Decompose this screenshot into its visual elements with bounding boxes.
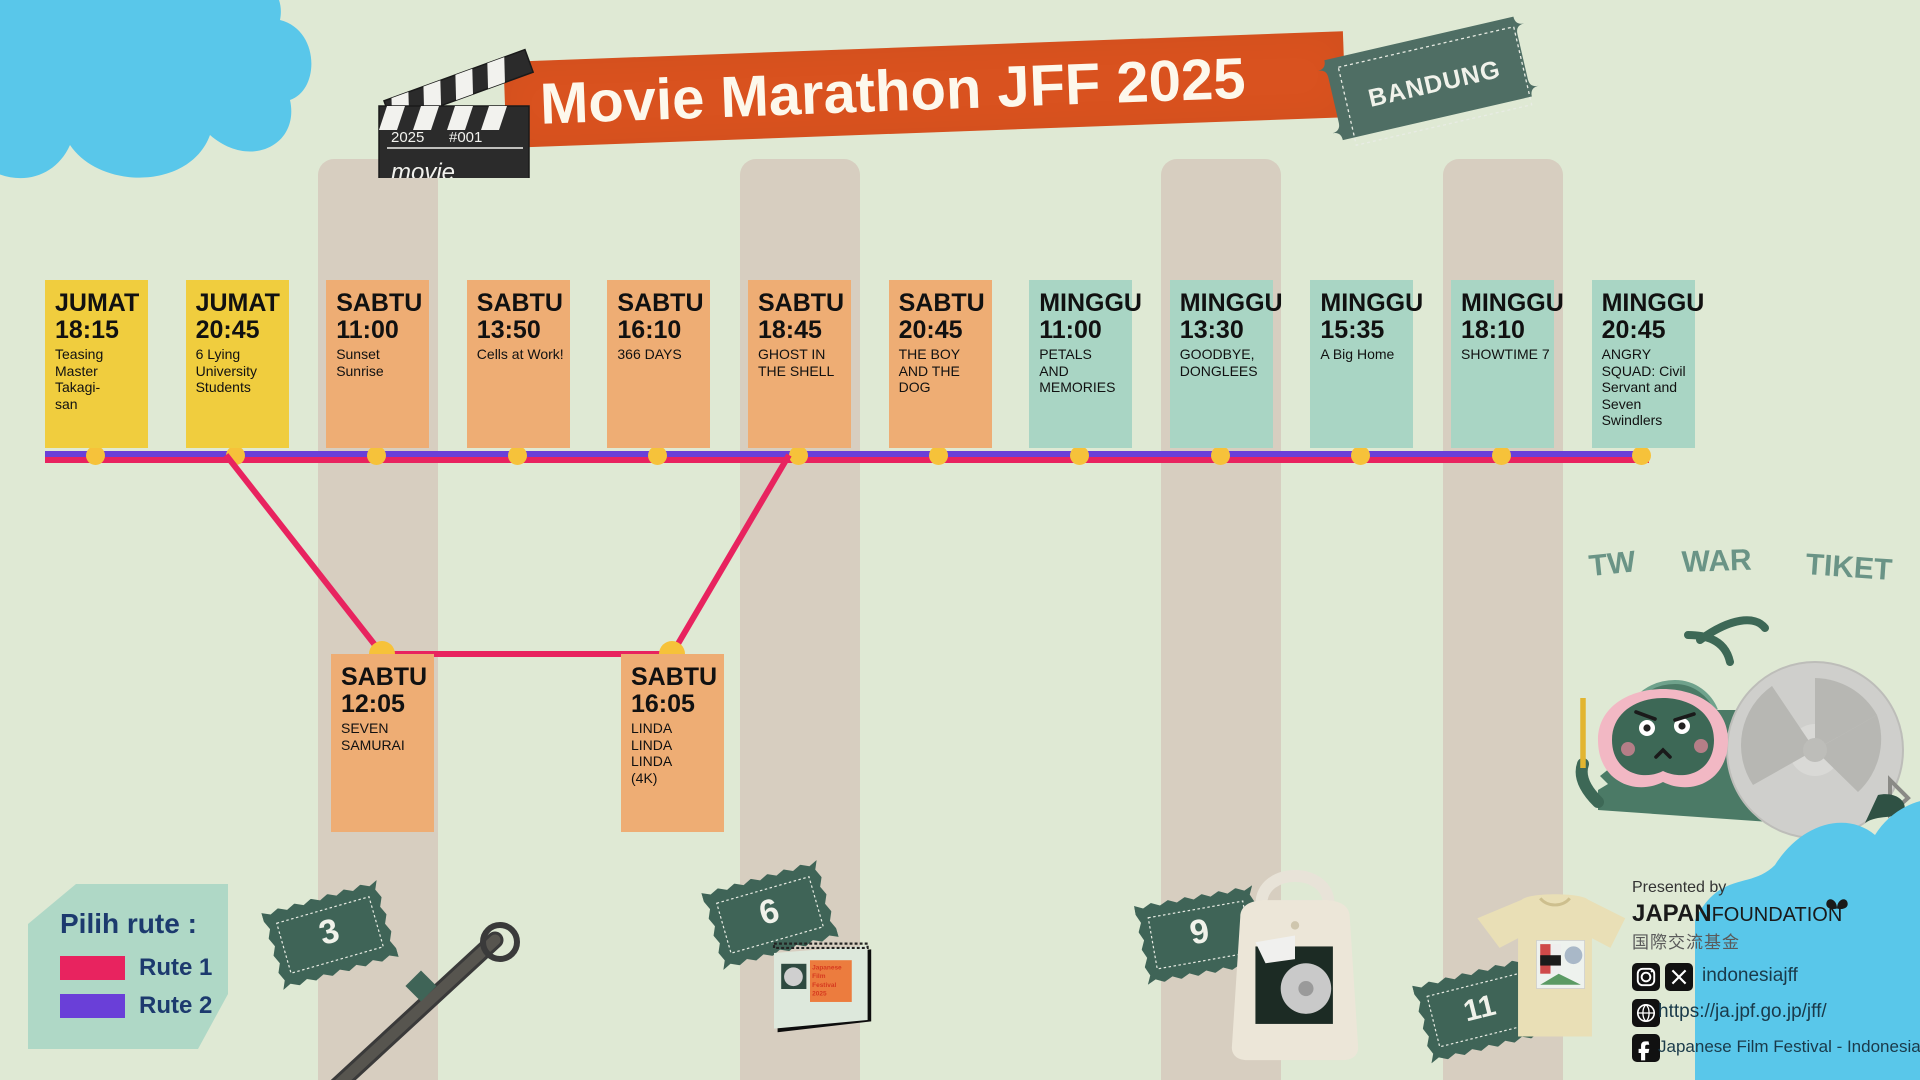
svg-text:Film: Film xyxy=(812,973,826,980)
svg-text:2025: 2025 xyxy=(812,990,827,997)
svg-text:Festival: Festival xyxy=(812,982,836,989)
svg-text:WAR: WAR xyxy=(1681,544,1752,579)
svg-text:Japanese: Japanese xyxy=(812,965,842,972)
svg-text:TW: TW xyxy=(1587,545,1638,583)
svg-text:TIKET: TIKET xyxy=(1805,548,1894,587)
